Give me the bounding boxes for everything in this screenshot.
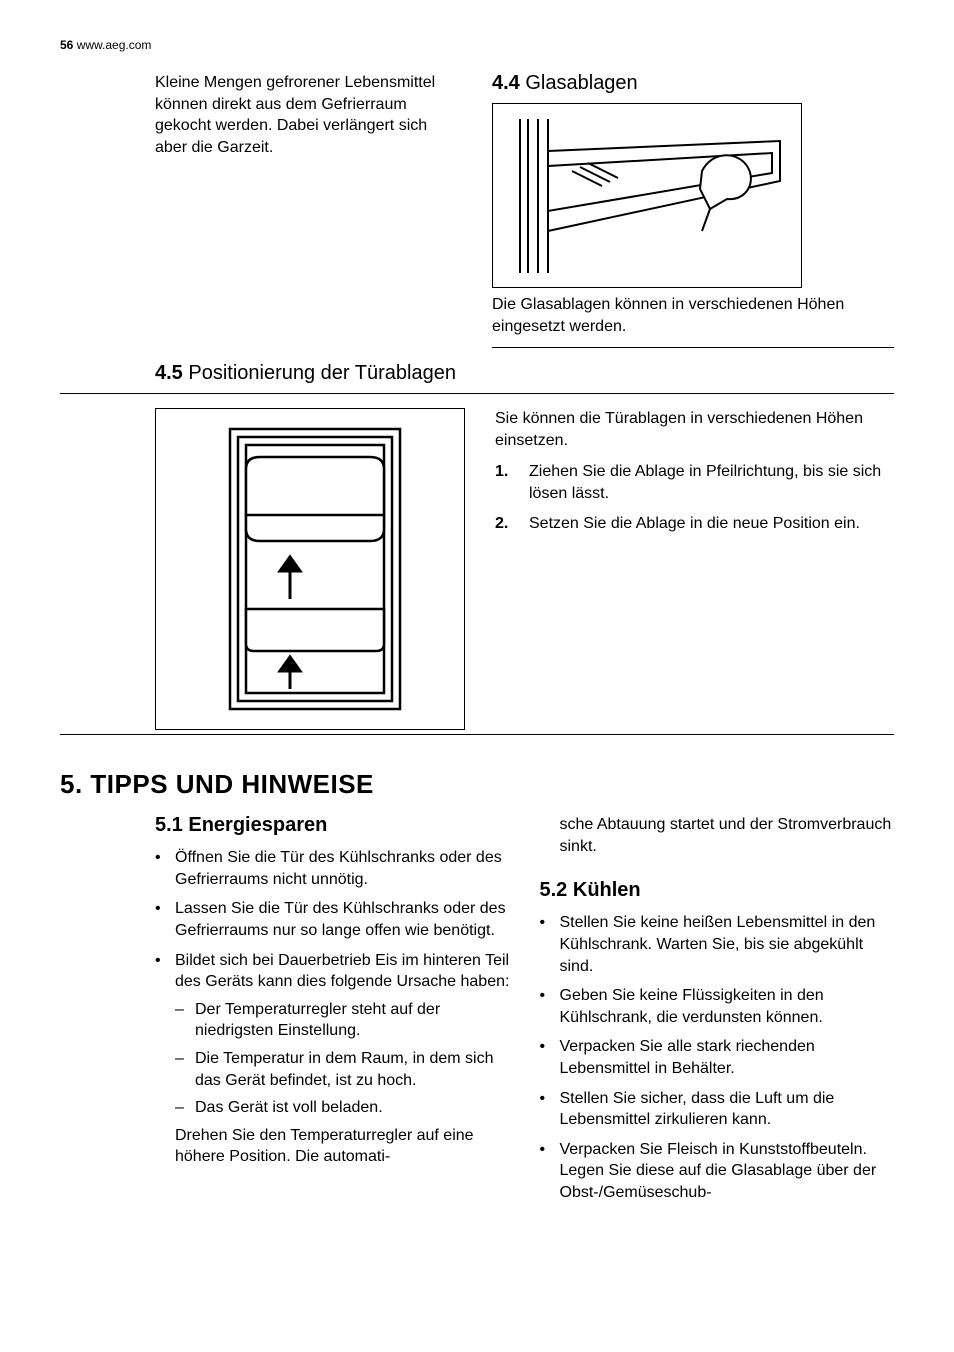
section-4-5: 4.5 Positionierung der Türablagen — [60, 362, 894, 735]
list-item: 1.Ziehen Sie die Ablage in Pfeilrichtung… — [495, 461, 894, 504]
shelf-icon — [502, 111, 792, 281]
door-shelf-illustration — [155, 408, 465, 730]
list-item: Der Temperaturregler steht auf der niedr… — [175, 999, 510, 1042]
section-5-2-number: 5.2 — [540, 879, 568, 901]
list-item: Das Gerät ist voll beladen. — [175, 1097, 510, 1119]
divider — [60, 734, 894, 735]
section-5-number: 5. — [60, 769, 83, 799]
section-4-5-steps: 1.Ziehen Sie die Ablage in Pfeilrichtung… — [495, 461, 894, 534]
site-url: www.aeg.com — [77, 38, 152, 52]
glass-shelf-illustration — [492, 103, 802, 288]
section-5-1-number: 5.1 — [155, 814, 183, 836]
section-4-5-number: 4.5 — [155, 362, 183, 384]
intro-paragraph: Kleine Mengen gefrorener Lebensmittel kö… — [155, 72, 462, 158]
section-4-4-title: Glasablagen — [525, 72, 637, 94]
section-4-4-heading: 4.4 Glasablagen — [492, 72, 894, 95]
step-text: Ziehen Sie die Ablage in Pfeilrichtung, … — [529, 461, 894, 504]
section-4-5-intro: Sie können die Türablagen in verschieden… — [495, 408, 894, 451]
section-5-2-heading: 5.2 Kühlen — [540, 879, 895, 902]
section-5-1-sublist: Der Temperaturregler steht auf der niedr… — [175, 999, 510, 1119]
list-item: Die Temperatur in dem Raum, in dem sich … — [175, 1048, 510, 1091]
list-item: Stellen Sie keine heißen Lebensmittel in… — [540, 912, 895, 977]
list-item: Bildet sich bei Dauerbetrieb Eis im hint… — [155, 950, 510, 1168]
list-item: Lassen Sie die Tür des Kühlschranks oder… — [155, 898, 510, 941]
section-5-1-after: Drehen Sie den Temperaturregler auf eine… — [175, 1125, 510, 1168]
page-header: 56 www.aeg.com — [60, 38, 894, 52]
section-5-1-list: Öffnen Sie die Tür des Kühlschranks oder… — [155, 847, 510, 1168]
section-5-1-continuation: sche Abtauung startet und der Stromverbr… — [560, 814, 895, 857]
section-5-2-title: Kühlen — [573, 879, 641, 901]
section-4-5-title: Positionierung der Türablagen — [188, 362, 456, 384]
list-item: Öffnen Sie die Tür des Kühlschranks oder… — [155, 847, 510, 890]
section-5-1-title: Energiesparen — [188, 814, 327, 836]
list-item: 2.Setzen Sie die Ablage in die neue Posi… — [495, 513, 894, 535]
section-4-4-caption: Die Glasablagen können in verschiedenen … — [492, 294, 894, 337]
divider — [60, 393, 894, 394]
section-4-5-heading: 4.5 Positionierung der Türablagen — [155, 362, 894, 385]
section-5-2-list: Stellen Sie keine heißen Lebensmittel in… — [540, 912, 895, 1203]
page-number: 56 — [60, 38, 73, 52]
section-5-title: TIPPS UND HINWEISE — [90, 769, 373, 799]
list-item: Verpacken Sie alle stark riechenden Lebe… — [540, 1036, 895, 1079]
list-item: Verpacken Sie Fleisch in Kunststoffbeute… — [540, 1139, 895, 1204]
section-4-4-number: 4.4 — [492, 72, 520, 94]
list-item: Geben Sie keine Flüssigkeiten in den Küh… — [540, 985, 895, 1028]
list-item: Stellen Sie sicher, dass die Luft um die… — [540, 1088, 895, 1131]
section-5-heading: 5. TIPPS UND HINWEISE — [60, 769, 894, 800]
step-text: Setzen Sie die Ablage in die neue Positi… — [529, 513, 860, 535]
top-row: Kleine Mengen gefrorener Lebensmittel kö… — [60, 72, 894, 362]
door-shelf-icon — [170, 419, 450, 719]
divider — [492, 347, 894, 348]
section-5-1-heading: 5.1 Energiesparen — [155, 814, 510, 837]
section-5-body: 5.1 Energiesparen Öffnen Sie die Tür des… — [60, 814, 894, 1211]
